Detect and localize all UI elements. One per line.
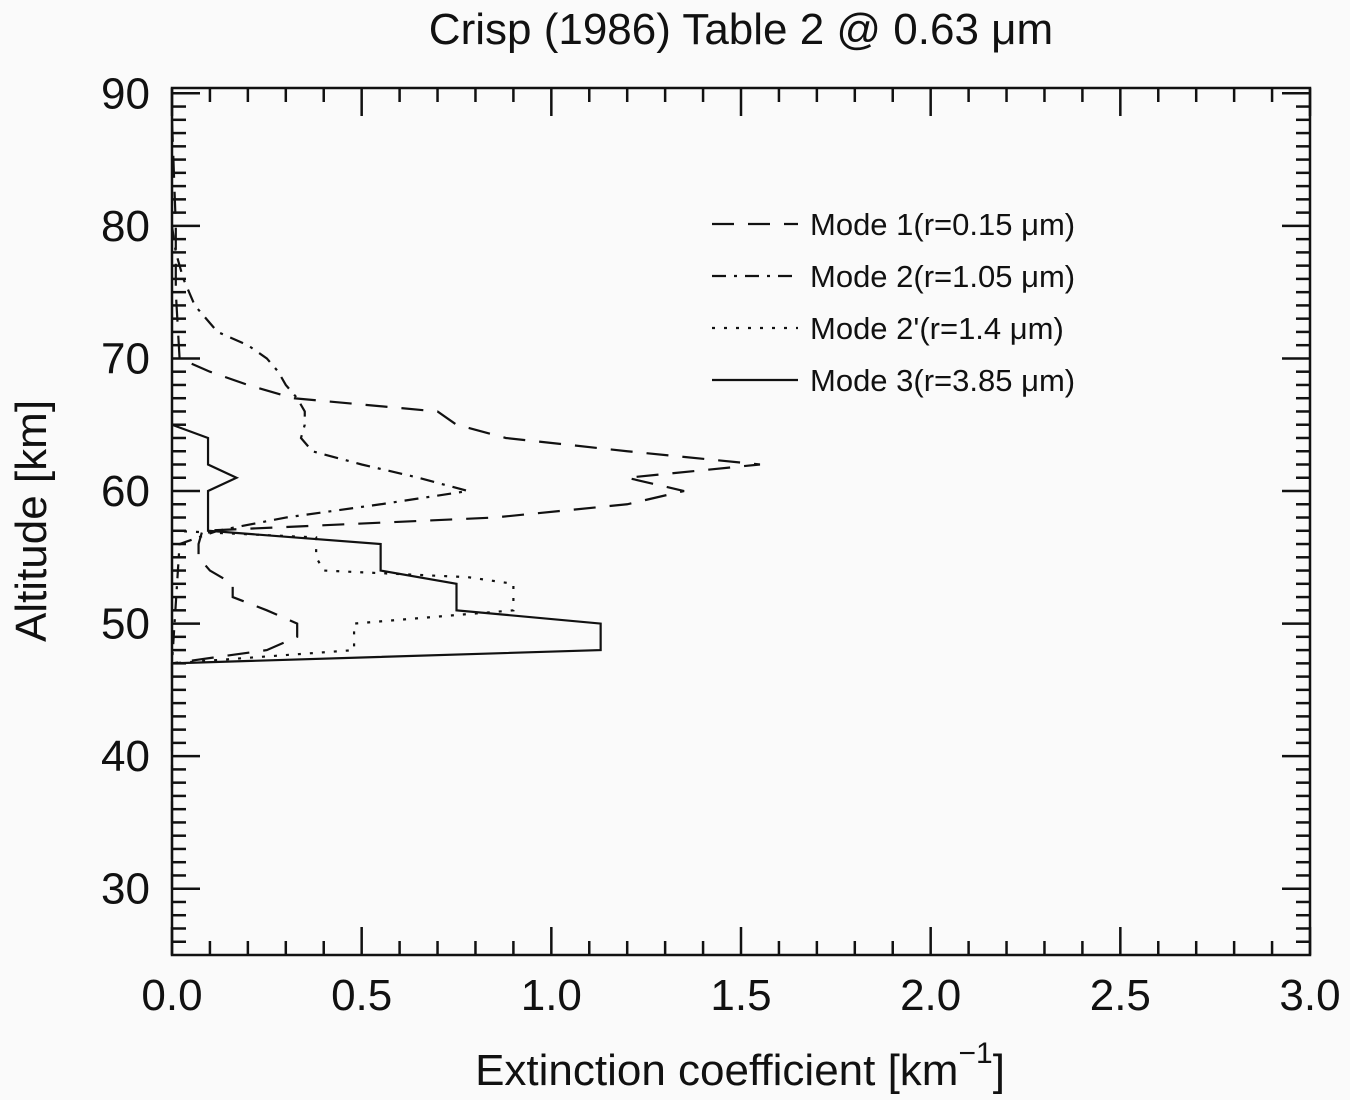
y-axis-label: Altitude [km] bbox=[7, 400, 56, 642]
legend-label: Mode 1(r=0.15 μm) bbox=[810, 207, 1075, 242]
legend-label: Mode 2'(r=1.4 μm) bbox=[810, 311, 1064, 346]
x-tick-label: 0.5 bbox=[331, 971, 392, 1020]
series-line-2 bbox=[170, 225, 469, 664]
chart-title: Crisp (1986) Table 2 @ 0.63 μm bbox=[429, 5, 1053, 54]
y-tick-label: 70 bbox=[101, 334, 150, 383]
legend-label: Mode 2(r=1.05 μm) bbox=[810, 259, 1075, 294]
x-tick-label: 1.5 bbox=[710, 971, 771, 1020]
y-tick-label: 50 bbox=[101, 600, 150, 649]
series-line-4 bbox=[171, 423, 602, 665]
x-axis-label: Extinction coefficient [km−1] bbox=[475, 1037, 1005, 1095]
y-tick-label: 90 bbox=[101, 69, 150, 118]
x-tick-label: 0.0 bbox=[141, 971, 202, 1020]
y-tick-label: 60 bbox=[101, 467, 150, 516]
y-tick-label: 30 bbox=[101, 865, 150, 914]
y-tick-label: 80 bbox=[101, 202, 150, 251]
series-lines bbox=[170, 119, 761, 889]
series-line-3 bbox=[171, 529, 515, 665]
plot-frame bbox=[170, 86, 1312, 957]
x-tick-label: 2.5 bbox=[1090, 971, 1151, 1020]
x-tick-label: 2.0 bbox=[900, 971, 961, 1020]
legend-label: Mode 3(r=3.85 μm) bbox=[810, 363, 1075, 398]
series-line-1 bbox=[170, 119, 761, 889]
x-tick-label: 3.0 bbox=[1279, 971, 1340, 1020]
y-tick-label: 40 bbox=[101, 732, 150, 781]
x-tick-label: 1.0 bbox=[521, 971, 582, 1020]
axis-ticks: 0.0 0.5 1.0 1.5 2.0 2.5 3.0 30 40 50 60 70 80 90 bbox=[101, 69, 1341, 1020]
legend: Mode 1(r=0.15 μm) Mode 2(r=1.05 μm) Mode 2… bbox=[712, 207, 1075, 398]
